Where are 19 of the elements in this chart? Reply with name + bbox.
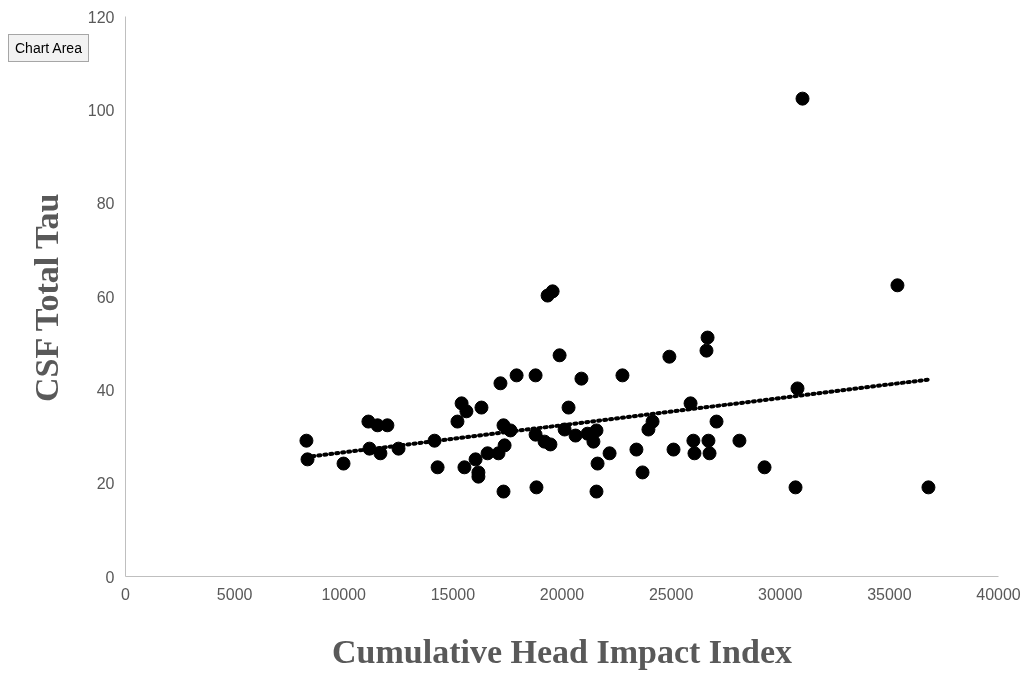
x-tick-label: 30000 (758, 585, 803, 603)
y-tick-label: 80 (96, 195, 115, 213)
y-tick-label: 100 (87, 101, 115, 119)
y-tick-label: 60 (96, 288, 115, 306)
x-tick-label: 20000 (539, 585, 585, 603)
text: Chart Area (15, 39, 82, 58)
x-tick-label: 10000 (321, 585, 367, 603)
x-tick-label: 25000 (648, 585, 694, 603)
x-tick-label: 40000 (976, 585, 1021, 603)
y-tick-label: 40 (96, 381, 115, 399)
y-axis-title: CSF Total Tau (27, 193, 65, 403)
x-tick-label: 5000 (216, 585, 253, 603)
x-tick-label: 0 (121, 585, 131, 603)
x-axis-title: Cumulative Head Impact Index (332, 632, 792, 670)
x-tick-label: 35000 (867, 585, 912, 603)
x-tick-label: 15000 (430, 585, 476, 603)
y-tick-label: 120 (87, 8, 115, 26)
y-tick-label: 20 (96, 475, 115, 493)
y-tick-label: 0 (105, 568, 115, 586)
